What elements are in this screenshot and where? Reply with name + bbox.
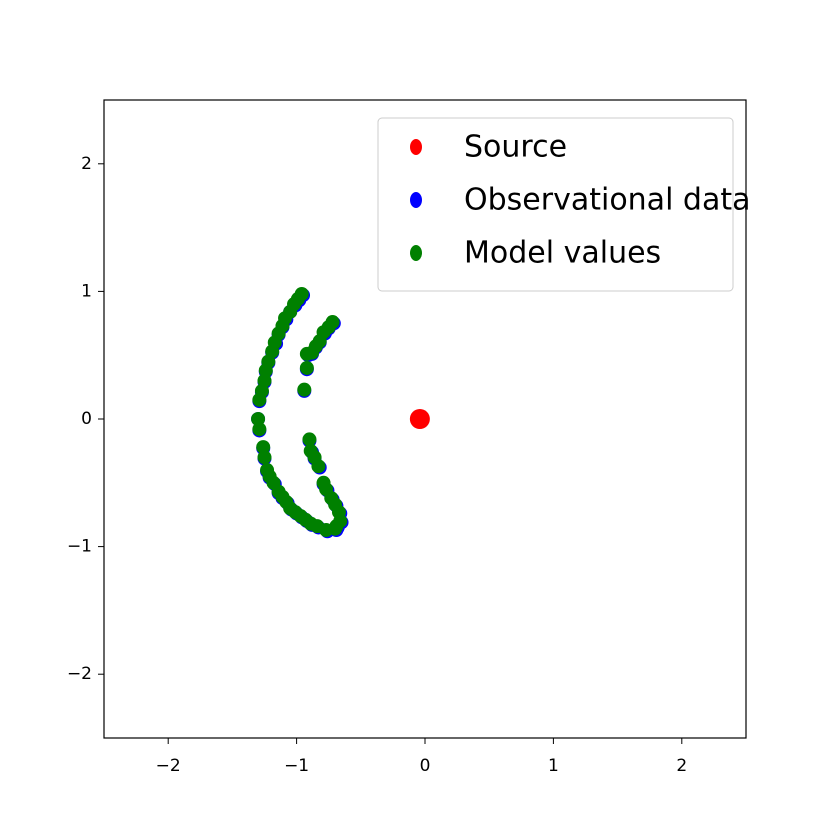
plot-frame [103, 99, 747, 739]
legend-frame [377, 117, 734, 292]
y-tick-label: 0 [81, 409, 92, 429]
point [258, 363, 273, 378]
legend-marker [410, 192, 422, 208]
point [256, 440, 271, 455]
legend-label: Observational data [464, 183, 751, 218]
point [299, 360, 314, 375]
x-tick-label: 2 [676, 756, 687, 776]
point [311, 459, 326, 474]
y-tick-label: −2 [67, 664, 92, 684]
x-tick-label: 0 [420, 756, 431, 776]
point [252, 392, 267, 407]
legend-label: Source [464, 130, 567, 165]
point [257, 450, 272, 465]
legend-label: Model values [464, 236, 661, 271]
y-tick-label: 1 [81, 281, 92, 301]
x-tick-label: −1 [284, 756, 309, 776]
point [329, 519, 344, 534]
y-tick-label: −1 [67, 537, 92, 557]
point [297, 382, 312, 397]
point [299, 346, 314, 361]
series [251, 286, 348, 538]
x-tick-label: −2 [156, 756, 181, 776]
x-tick-label: 1 [548, 756, 559, 776]
y-tick-label: 2 [81, 154, 92, 174]
legend-marker [410, 245, 422, 261]
legend-marker [410, 139, 422, 155]
point [251, 412, 266, 426]
point [302, 432, 317, 447]
series [409, 409, 430, 429]
point [252, 422, 267, 437]
point [409, 409, 430, 429]
